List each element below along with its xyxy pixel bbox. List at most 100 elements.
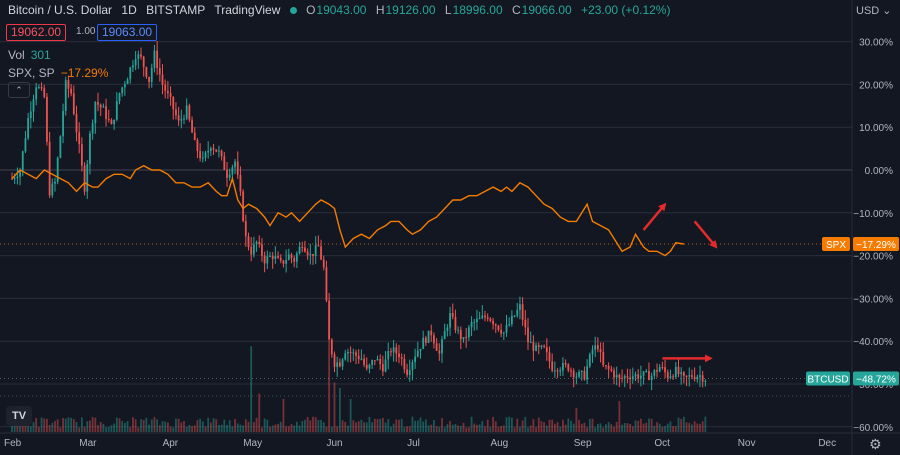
volume-bar bbox=[494, 421, 497, 432]
volume-bar bbox=[446, 424, 449, 432]
candle-body bbox=[105, 106, 107, 120]
candle-body bbox=[441, 339, 443, 354]
candle-body bbox=[551, 361, 554, 371]
volume-bar bbox=[419, 417, 422, 432]
market-open-icon bbox=[289, 7, 297, 15]
volume-bar bbox=[596, 423, 599, 432]
volume-bar bbox=[387, 419, 390, 432]
gear-icon[interactable]: ⚙ bbox=[869, 436, 882, 452]
volume-bar bbox=[607, 422, 610, 432]
candle-body bbox=[239, 174, 242, 192]
candle-body bbox=[602, 352, 605, 366]
spx-value-badge bbox=[853, 237, 899, 252]
volume-bar bbox=[269, 426, 271, 432]
compare-value: −17.29% bbox=[60, 66, 109, 80]
candle-body bbox=[433, 335, 435, 344]
x-tick-label: Nov bbox=[738, 438, 756, 449]
y-tick-label: −60.00% bbox=[853, 423, 893, 434]
volume-bar bbox=[682, 416, 685, 432]
candle-body bbox=[269, 255, 271, 257]
volume-bar bbox=[580, 423, 583, 432]
volume-bar bbox=[634, 420, 637, 432]
volume-bar bbox=[631, 426, 634, 432]
volume-bar bbox=[545, 425, 548, 432]
candle-body bbox=[317, 245, 320, 247]
candle-body bbox=[613, 370, 615, 378]
volume-bar bbox=[680, 418, 683, 432]
volume-legend[interactable]: Vol 301 bbox=[8, 48, 51, 62]
candle-body bbox=[242, 191, 245, 221]
volume-bar bbox=[653, 425, 656, 432]
volume-bar bbox=[234, 419, 236, 432]
volume-bar bbox=[508, 416, 511, 432]
candle-body bbox=[476, 318, 478, 323]
candle-body bbox=[287, 254, 290, 260]
volume-bar bbox=[35, 417, 38, 432]
candle-body bbox=[279, 257, 282, 261]
volume-bar bbox=[304, 419, 306, 432]
volume-bar bbox=[13, 425, 16, 432]
volume-bar bbox=[312, 416, 314, 432]
volume-bar bbox=[78, 427, 81, 432]
candle-body bbox=[704, 380, 707, 382]
candle-body bbox=[51, 183, 54, 196]
volume-bar bbox=[360, 419, 363, 432]
volume-bar bbox=[484, 426, 486, 432]
candle-body bbox=[368, 364, 371, 369]
candle-body bbox=[443, 331, 446, 340]
candle-body bbox=[150, 67, 153, 82]
volume-bar bbox=[492, 416, 494, 432]
sell-button[interactable]: 19062.00 bbox=[6, 24, 67, 41]
x-tick-label: Oct bbox=[654, 438, 670, 449]
volume-bar bbox=[559, 426, 562, 432]
volume-bar bbox=[639, 418, 642, 432]
compare-legend[interactable]: SPX, SP −17.29% bbox=[8, 66, 108, 80]
candle-body bbox=[365, 364, 368, 369]
candle-body bbox=[537, 345, 540, 348]
volume-bar bbox=[231, 426, 234, 432]
currency-selector[interactable]: USD ⌄ bbox=[856, 4, 892, 17]
candle-body bbox=[545, 346, 548, 353]
volume-bar bbox=[252, 422, 255, 432]
volume-bar bbox=[578, 419, 580, 432]
symbol-name[interactable]: Bitcoin / U.S. Dollar bbox=[8, 3, 113, 17]
volume-bar bbox=[62, 418, 64, 432]
candle-body bbox=[674, 366, 677, 378]
candle-body bbox=[610, 368, 613, 371]
candle-body bbox=[422, 337, 425, 349]
buy-button[interactable]: 19063.00 bbox=[97, 24, 158, 41]
collapse-legend-chevron-icon[interactable]: ⌃ bbox=[8, 82, 30, 98]
volume-bar bbox=[218, 424, 220, 432]
candle-body bbox=[220, 150, 223, 157]
volume-bar bbox=[414, 420, 417, 432]
volume-bar bbox=[89, 420, 91, 432]
volume-bar bbox=[193, 425, 196, 432]
volume-bar bbox=[317, 419, 320, 432]
interval[interactable]: 1D bbox=[121, 3, 137, 17]
volume-bar bbox=[390, 426, 392, 432]
volume-bar bbox=[433, 419, 435, 432]
volume-bar bbox=[510, 417, 513, 432]
compare-label: SPX, SP bbox=[8, 66, 55, 80]
volume-bar bbox=[328, 333, 331, 432]
candle-body bbox=[691, 375, 693, 377]
candle-body bbox=[67, 80, 70, 89]
volume-bar bbox=[220, 424, 223, 432]
exchange: BITSTAMP bbox=[146, 3, 206, 17]
candle-body bbox=[688, 375, 691, 377]
volume-bar bbox=[392, 423, 395, 432]
volume-bar bbox=[516, 418, 519, 432]
volume-bar bbox=[137, 427, 140, 432]
volume-bar bbox=[693, 421, 696, 432]
volume-bar bbox=[91, 417, 94, 432]
volume-bar bbox=[400, 418, 403, 432]
tradingview-logo-icon[interactable]: TV bbox=[6, 406, 32, 426]
change-value: +23.00 (+0.12%) bbox=[581, 3, 671, 17]
volume-bar bbox=[115, 417, 118, 432]
volume-bar bbox=[384, 422, 387, 432]
volume-bar bbox=[274, 424, 277, 432]
volume-bar bbox=[696, 423, 699, 432]
candle-body bbox=[532, 342, 535, 351]
